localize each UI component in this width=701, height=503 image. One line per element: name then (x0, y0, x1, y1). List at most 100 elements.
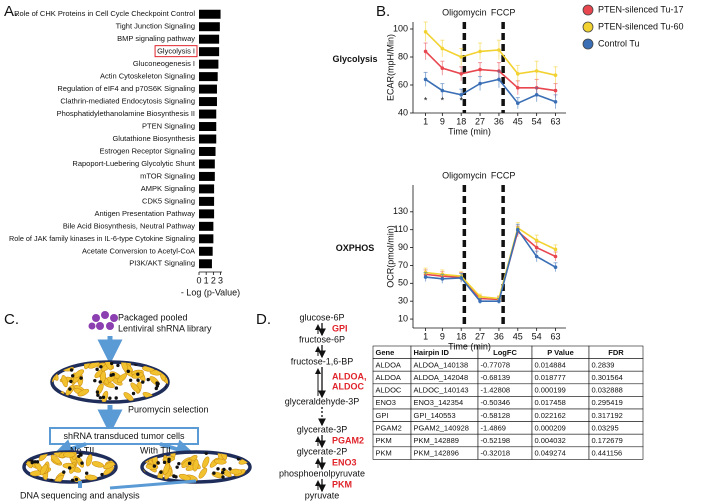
condition-text: With TIL (140, 445, 173, 455)
bar (199, 72, 218, 82)
category-label: Glutathione Biosynthesis (112, 134, 195, 143)
data-point (497, 299, 501, 303)
nucleus (204, 452, 208, 455)
nucleus (68, 387, 72, 391)
panel-label: C. (4, 311, 19, 328)
cells-text: shRNA transduced tumor cells (63, 431, 185, 441)
x-tick-label: 27 (475, 331, 485, 341)
y-tick-label: 110 (394, 224, 408, 234)
table-text: 0.317192 (592, 411, 623, 420)
table-text: 0.014884 (535, 360, 566, 369)
nucleus (74, 477, 79, 482)
category-label: Role of CHK Proteins in Cell Cycle Check… (14, 9, 195, 18)
nucleus (162, 395, 166, 400)
legend-label: PTEN-silenced Tu-60 (598, 21, 684, 31)
cell (61, 375, 68, 388)
nucleus (95, 390, 100, 394)
bar (199, 221, 214, 231)
data-point (459, 93, 464, 97)
table-text: 0.2839 (592, 360, 615, 369)
event-label: FCCP (491, 7, 516, 17)
table-text: 0.022162 (535, 411, 566, 420)
nucleus (62, 470, 66, 474)
enzyme: GPI (332, 323, 348, 333)
table-header: P Value (547, 348, 574, 357)
table-text: PKM_142889 (414, 436, 459, 445)
data-point (478, 299, 482, 303)
cell (77, 388, 90, 397)
nucleus (69, 368, 74, 372)
table-text: -0.77078 (481, 360, 511, 369)
nucleus (116, 363, 120, 368)
x-tick-label: 9 (440, 331, 445, 341)
metabolite: phosphoenolpyruvate (279, 468, 365, 478)
table-cell (588, 446, 644, 460)
y-axis-label: OCR(pmol/min) (385, 225, 395, 288)
y-tick-label: 10 (398, 313, 408, 323)
bar (199, 34, 220, 44)
bar (199, 246, 213, 256)
table-text: -1.42808 (481, 386, 511, 395)
metabolite: glycerate-3P (297, 424, 348, 434)
nucleus (221, 475, 225, 479)
category-label: Estrogen Receptor Signaling (100, 146, 195, 155)
nucleus (152, 464, 157, 468)
nucleus (136, 378, 140, 382)
category-label: CDK5 Signaling (142, 196, 195, 205)
cell (158, 395, 168, 402)
table-header: Gene (376, 348, 395, 357)
bar (199, 59, 219, 69)
x-tick-label: 0 (196, 275, 201, 285)
category-label: mTOR Signaling (140, 171, 195, 180)
cell (214, 458, 227, 465)
x-tick-label: 18 (456, 116, 466, 126)
bar (199, 122, 217, 132)
bar (199, 134, 217, 144)
bar (199, 159, 215, 169)
cells (24, 452, 116, 482)
category-label: Tight Junction Signaling (116, 22, 195, 31)
nucleus (30, 460, 34, 465)
y-tick-label: 30 (398, 296, 408, 306)
table-header: LogFC (493, 348, 517, 357)
nucleus (101, 395, 106, 399)
series-line (425, 227, 556, 302)
nucleus (177, 461, 181, 466)
table-text: 0.441156 (592, 449, 623, 458)
category-label: Phosphatidylethanolamine Biosynthesis II (57, 109, 195, 118)
series-line (425, 226, 556, 300)
nucleus (109, 373, 113, 377)
table-text: PKM_142896 (414, 449, 459, 458)
cell (202, 456, 210, 469)
data-point (553, 88, 558, 93)
cell (52, 396, 65, 402)
series-line (425, 230, 556, 301)
series-line (425, 50, 556, 92)
bar (199, 22, 220, 32)
table-text: ENO3 (376, 398, 396, 407)
panel-label: A. (4, 3, 18, 20)
library-text: Packaged pooled (118, 312, 188, 322)
nucleus (99, 365, 103, 369)
data-point (515, 227, 520, 232)
x-axis-label: Time (min) (448, 341, 491, 351)
x-tick-label: 54 (532, 116, 542, 126)
nucleus (69, 379, 73, 384)
table-text: -0.52198 (481, 436, 511, 445)
data-point (515, 86, 520, 90)
x-tick-label: 36 (494, 331, 504, 341)
y-tick-label: 60 (398, 79, 408, 89)
nucleus (53, 362, 57, 367)
bar (199, 146, 216, 156)
nucleus (126, 369, 130, 374)
nucleus (85, 471, 89, 475)
table-text: 0.018777 (535, 373, 566, 382)
data-point (459, 276, 464, 280)
nucleus (70, 374, 75, 378)
x-tick-label: 3 (218, 275, 223, 285)
cell (73, 369, 84, 379)
panel-label: B. (376, 3, 390, 20)
cell (100, 370, 106, 384)
nucleus (108, 396, 112, 400)
data-point (534, 245, 539, 250)
